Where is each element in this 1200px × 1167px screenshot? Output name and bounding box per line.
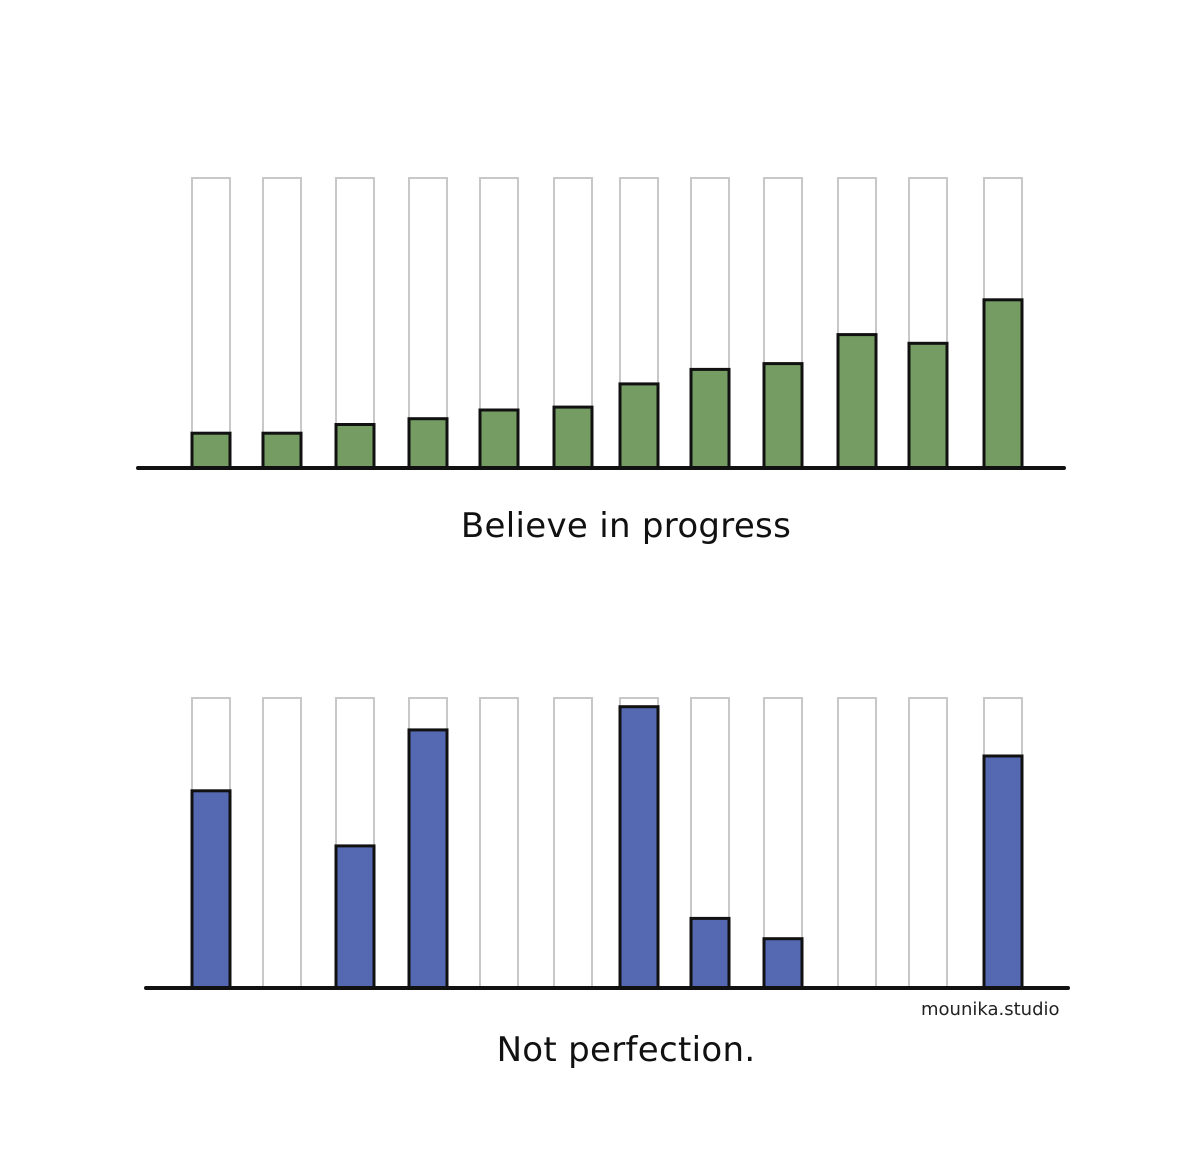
perfection-slot-2 <box>262 697 302 989</box>
perfection-bar-9 <box>762 937 804 990</box>
perfection-slot-10 <box>837 697 877 989</box>
caption-not-perfection: Not perfection. <box>496 1030 756 1070</box>
perfection-chart <box>144 697 1070 990</box>
progress-bar-3 <box>334 423 376 470</box>
perfection-bar-7 <box>618 705 660 990</box>
progress-bar-10 <box>836 333 878 470</box>
progress-bar-12 <box>982 298 1024 470</box>
progress-slot-2 <box>262 177 302 469</box>
perfection-bar-8 <box>689 916 731 990</box>
progress-bar-4 <box>407 417 449 470</box>
progress-bar-9 <box>762 362 804 470</box>
caption-believe-in-progress: Believe in progress <box>460 506 792 546</box>
perfection-bar-12 <box>982 754 1024 990</box>
perfection-slot-5 <box>479 697 519 989</box>
progress-bar-7 <box>618 382 660 470</box>
watermark-text: mounika.studio <box>921 999 1060 1020</box>
progress-bar-5 <box>478 408 520 470</box>
perfection-bar-3 <box>334 844 376 990</box>
perfection-bar-4 <box>407 728 449 990</box>
perfection-slot-6 <box>553 697 593 989</box>
perfection-bar-1 <box>190 789 232 990</box>
progress-bar-1 <box>190 431 232 470</box>
progress-bar-6 <box>552 405 594 470</box>
progress-chart <box>136 177 1066 470</box>
progress-slot-1 <box>191 177 231 469</box>
progress-bar-11 <box>907 341 949 470</box>
perfection-slot-11 <box>908 697 948 989</box>
progress-bar-8 <box>689 367 731 470</box>
progress-bar-2 <box>261 431 303 470</box>
